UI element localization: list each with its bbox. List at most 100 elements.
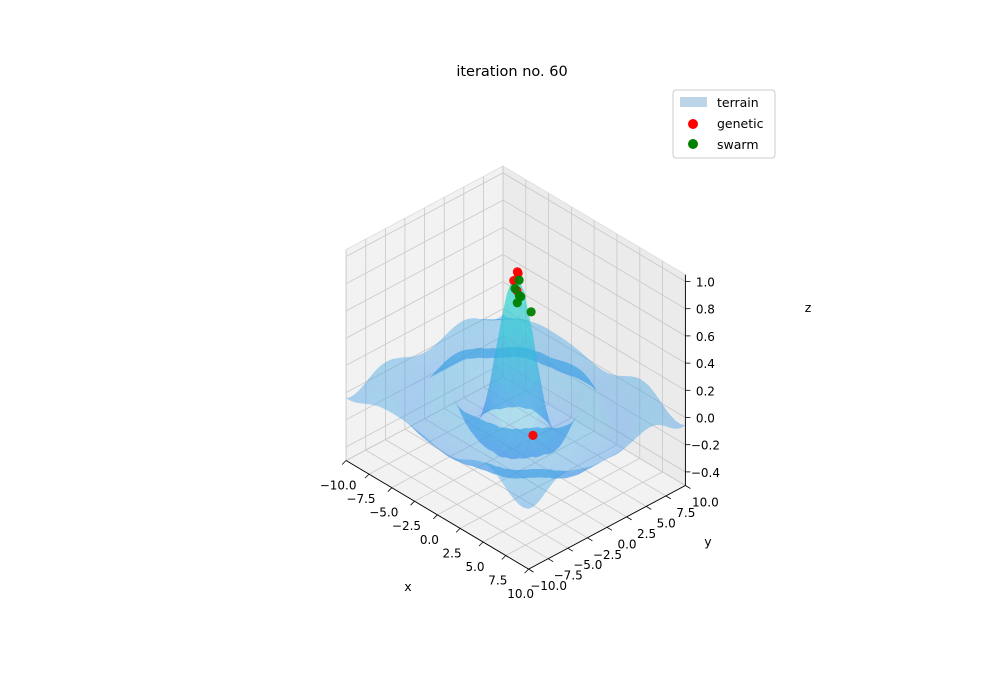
terrain-patch <box>504 428 513 438</box>
terrain-patch <box>462 414 471 431</box>
terrain-patch <box>445 361 454 369</box>
terrain-patch <box>563 430 572 443</box>
terrain-patch <box>419 380 429 388</box>
swarm-point <box>512 298 522 308</box>
terrain-patch <box>570 371 579 379</box>
terrain-patch <box>589 402 598 411</box>
terrain-patch <box>600 402 609 417</box>
terrain-patch <box>584 398 594 404</box>
terrain-patch <box>513 471 523 482</box>
terrain-patch <box>428 401 437 411</box>
terrain-patch <box>548 445 557 455</box>
terrain-patch <box>372 389 381 394</box>
terrain-patch <box>595 441 605 451</box>
terrain-patch <box>450 361 459 365</box>
terrain-patch <box>501 475 510 488</box>
terrain-patch <box>627 426 637 436</box>
terrain-patch <box>507 476 516 479</box>
terrain-patch <box>396 394 405 402</box>
terrain-patch <box>412 395 422 401</box>
terrain-patch <box>540 354 550 361</box>
terrain-patch <box>528 473 538 478</box>
terrain-patch <box>425 379 434 389</box>
terrain-patch <box>425 382 435 392</box>
terrain-patch <box>508 318 518 320</box>
terrain-patch <box>547 439 556 450</box>
terrain-patch <box>495 345 504 384</box>
y-tick-label: −7.5 <box>554 569 583 583</box>
terrain-patch <box>373 399 382 407</box>
terrain-patch <box>440 390 450 396</box>
terrain-patch <box>586 410 595 420</box>
terrain-patch <box>380 386 389 391</box>
terrain-patch <box>633 432 643 439</box>
terrain-patch <box>486 466 495 471</box>
terrain-patch <box>441 360 450 368</box>
terrain-patch <box>532 332 541 345</box>
terrain-patch <box>562 362 572 366</box>
terrain-patch <box>422 437 431 442</box>
terrain-patch <box>566 362 576 369</box>
terrain-patch <box>547 473 556 484</box>
terrain-patch <box>405 365 415 374</box>
terrain-patch <box>514 322 524 333</box>
terrain-patch <box>442 411 452 423</box>
terrain-patch <box>435 440 444 448</box>
terrain-patch <box>598 394 608 407</box>
terrain-patch <box>530 408 539 415</box>
terrain-patch <box>438 410 447 422</box>
terrain-patch <box>485 470 495 475</box>
terrain-patch <box>544 329 554 337</box>
terrain-patch <box>453 365 463 379</box>
terrain-patch <box>453 348 462 359</box>
terrain-patch <box>533 427 543 432</box>
terrain-patch <box>496 470 506 482</box>
terrain-patch <box>489 348 498 353</box>
terrain-patch <box>416 354 426 366</box>
terrain-patch <box>559 433 568 447</box>
terrain-patch <box>453 435 462 448</box>
terrain-patch <box>483 434 493 448</box>
terrain-patch <box>498 474 508 478</box>
terrain-patch <box>367 385 376 391</box>
terrain-patch <box>523 469 532 478</box>
grid-line-y <box>483 386 667 497</box>
terrain-patch <box>644 410 653 416</box>
terrain-patch <box>607 406 616 413</box>
terrain-patch <box>645 421 654 428</box>
terrain-patch <box>539 399 549 424</box>
terrain-patch <box>370 377 379 383</box>
terrain-patch <box>495 401 505 410</box>
terrain-patch <box>586 464 596 470</box>
terrain-patch <box>600 380 609 389</box>
terrain-patch <box>494 381 504 402</box>
terrain-patch <box>435 363 445 373</box>
terrain-patch <box>519 327 528 339</box>
terrain-patch <box>430 438 440 445</box>
terrain-patch <box>552 418 561 429</box>
terrain-patch <box>636 384 645 392</box>
terrain-patch <box>537 427 547 429</box>
terrain-patch <box>430 384 440 392</box>
terrain-patch <box>532 449 541 458</box>
terrain-patch <box>468 349 478 358</box>
terrain-patch <box>478 417 487 434</box>
terrain-patch <box>582 381 591 387</box>
terrain-patch <box>475 453 485 466</box>
y-tick-mark <box>685 485 691 489</box>
terrain-patch <box>518 320 527 327</box>
terrain-patch <box>629 433 638 443</box>
terrain-patch <box>557 359 567 366</box>
terrain-patch <box>418 373 427 379</box>
terrain-patch <box>491 319 501 321</box>
terrain-patch <box>357 386 367 392</box>
terrain-patch <box>663 412 673 421</box>
terrain-patch <box>531 448 540 458</box>
terrain-patch <box>425 419 434 430</box>
terrain-patch <box>547 431 556 446</box>
terrain-patch <box>569 418 579 425</box>
terrain-patch <box>569 386 578 402</box>
terrain-patch <box>437 447 446 455</box>
terrain-patch <box>548 474 558 479</box>
